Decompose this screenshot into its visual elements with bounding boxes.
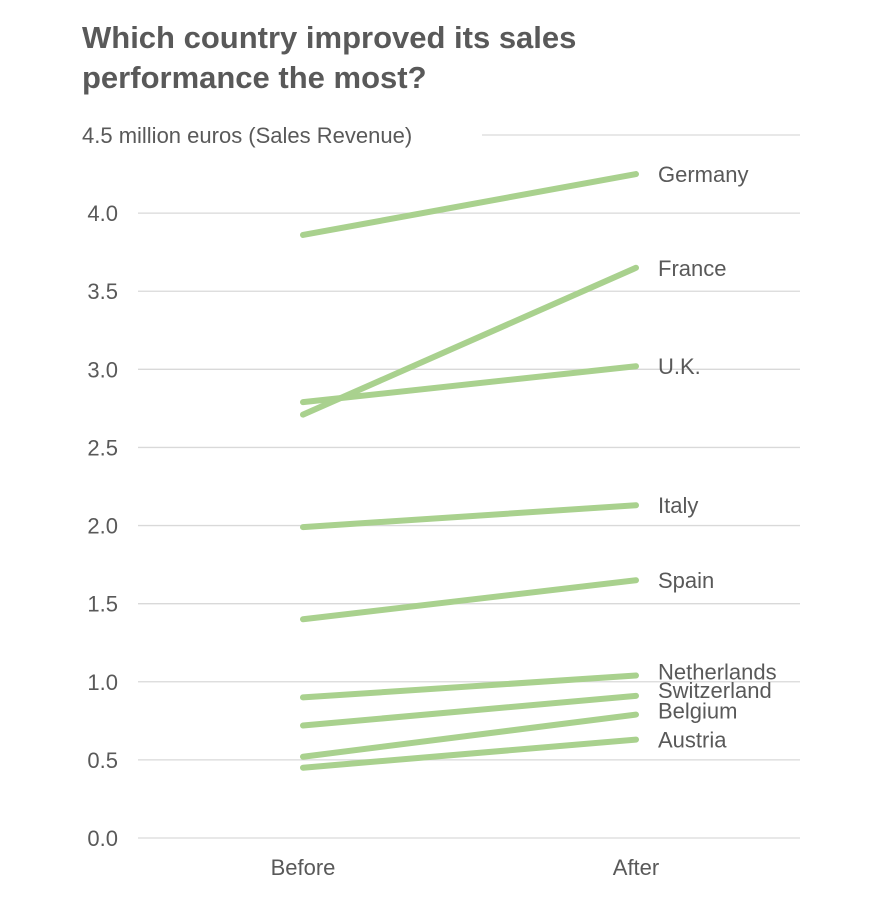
series-label-u-k: U.K. xyxy=(658,354,701,379)
y-axis-top-label: 4.5 million euros (Sales Revenue) xyxy=(82,123,412,148)
series-label-germany: Germany xyxy=(658,162,748,187)
y-tick-label: 1.0 xyxy=(87,670,118,695)
y-axis-ticks: 0.0 0.5 1.0 1.5 2.0 2.5 3.0 3.5 4.0 xyxy=(87,201,118,851)
series-label-belgium: Belgium xyxy=(658,699,737,724)
x-axis-categories: Before After xyxy=(271,855,660,880)
series-label-italy: Italy xyxy=(658,493,698,518)
series-lines xyxy=(300,171,639,771)
series-line-austria xyxy=(300,736,639,771)
series-line-france xyxy=(300,264,639,418)
series-line-spain xyxy=(300,577,639,623)
y-tick-label: 4.0 xyxy=(87,201,118,226)
y-tick-label: 2.5 xyxy=(87,435,118,460)
series-line-italy xyxy=(300,502,639,531)
grid-lines xyxy=(138,134,800,839)
series-label-austria: Austria xyxy=(658,728,727,753)
series-line-germany xyxy=(300,171,639,238)
series-label-netherlands: Netherlands xyxy=(658,660,777,685)
y-tick-label: 0.0 xyxy=(87,826,118,851)
series-label-spain: Spain xyxy=(658,568,714,593)
series-labels: Germany France U.K. Italy Spain NetherlandsSw… xyxy=(658,162,777,753)
series-line-u-k xyxy=(300,363,639,406)
x-category-before: Before xyxy=(271,855,336,880)
series-label-switzerland: Switzerland xyxy=(658,678,772,703)
series-line-belgium xyxy=(300,711,639,760)
y-tick-label: 3.5 xyxy=(87,279,118,304)
y-tick-label: 2.0 xyxy=(87,514,118,539)
series-line-netherlands xyxy=(300,672,639,701)
series-label-france: France xyxy=(658,256,726,281)
series-line-switzerland xyxy=(300,692,639,729)
y-tick-label: 3.0 xyxy=(87,357,118,382)
x-category-after: After xyxy=(613,855,659,880)
chart-title: Which country improved its sales perform… xyxy=(82,20,577,95)
y-tick-label: 1.5 xyxy=(87,592,118,617)
y-tick-label: 0.5 xyxy=(87,748,118,773)
